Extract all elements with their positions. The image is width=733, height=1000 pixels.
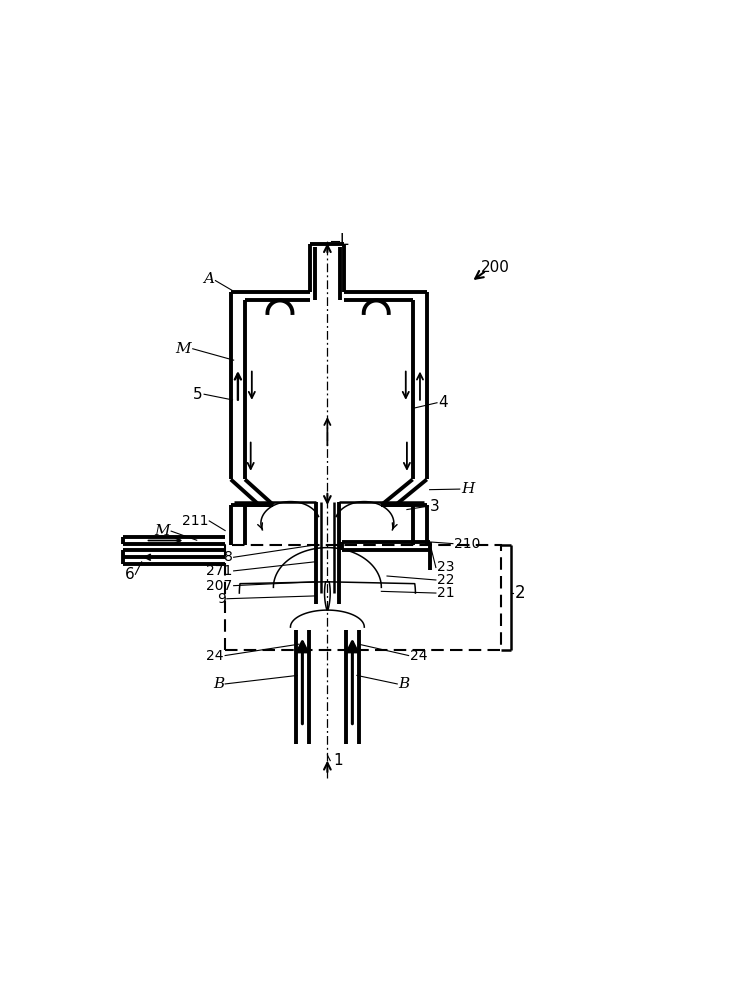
Text: 8: 8 xyxy=(224,550,232,564)
Text: 22: 22 xyxy=(437,573,454,587)
Text: 3: 3 xyxy=(430,499,439,514)
Bar xyxy=(225,545,501,650)
Text: 4: 4 xyxy=(438,395,448,410)
Text: L: L xyxy=(340,233,348,248)
Text: 1: 1 xyxy=(333,753,343,768)
Text: M: M xyxy=(154,524,169,538)
Text: 24: 24 xyxy=(207,649,224,663)
Text: B: B xyxy=(213,677,224,691)
Text: 207: 207 xyxy=(206,579,232,593)
Text: B: B xyxy=(399,677,410,691)
Text: 21: 21 xyxy=(437,586,454,600)
Text: 6: 6 xyxy=(125,567,134,582)
Text: 24: 24 xyxy=(410,649,427,663)
Text: 210: 210 xyxy=(454,537,480,551)
Text: 271: 271 xyxy=(206,564,232,578)
Text: 9: 9 xyxy=(217,592,226,606)
Text: 211: 211 xyxy=(182,514,208,528)
Text: M: M xyxy=(175,342,191,356)
Text: H: H xyxy=(461,482,474,496)
Text: 23: 23 xyxy=(437,560,454,574)
Text: 2: 2 xyxy=(515,584,526,602)
Text: A: A xyxy=(203,272,214,286)
Text: 5: 5 xyxy=(193,387,202,402)
Text: 200: 200 xyxy=(481,260,509,275)
